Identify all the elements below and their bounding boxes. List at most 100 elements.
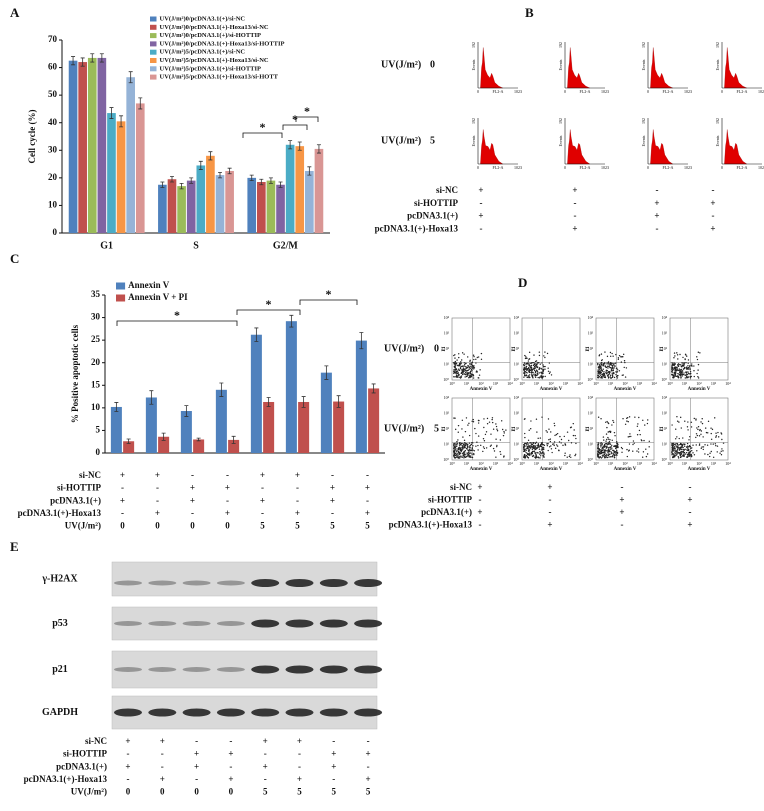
- event-dot: [625, 367, 628, 369]
- event-dot: [672, 455, 674, 458]
- event-dot: [473, 453, 475, 456]
- event-dot: [495, 456, 497, 458]
- condition-mark: +: [297, 774, 302, 784]
- event-dot: [645, 455, 648, 458]
- event-dot: [677, 447, 679, 449]
- condition-mark: +: [225, 508, 230, 518]
- event-dot: [461, 456, 463, 458]
- event-dot: [611, 439, 613, 441]
- error-bar: [90, 53, 95, 63]
- condition-mark: -: [479, 495, 482, 505]
- plot-x-tick: 10²: [696, 461, 702, 466]
- plot-y-tick: 10⁴: [514, 395, 520, 400]
- event-dot: [618, 354, 621, 357]
- event-dot: [499, 451, 501, 453]
- plot-y-tick: 10⁰: [443, 457, 449, 462]
- event-dot: [530, 362, 533, 364]
- event-dot: [546, 445, 549, 447]
- event-dot: [617, 358, 620, 361]
- event-dot: [532, 371, 534, 374]
- event-dot: [676, 415, 678, 418]
- blot-band: [114, 580, 142, 586]
- event-dot: [678, 437, 680, 440]
- event-dot: [677, 457, 680, 459]
- event-dot: [524, 442, 526, 445]
- event-dot: [550, 374, 553, 376]
- event-dot: [457, 365, 460, 367]
- event-dot: [540, 445, 543, 448]
- condition-mark: +: [190, 483, 195, 493]
- event-dot: [554, 434, 556, 437]
- event-dot: [558, 441, 561, 443]
- event-dot: [541, 362, 543, 364]
- event-dot: [680, 455, 682, 458]
- event-dot: [609, 371, 611, 373]
- event-dot: [536, 366, 539, 368]
- condition-mark: 0: [194, 786, 199, 796]
- event-dot: [673, 368, 675, 370]
- event-dot: [473, 450, 476, 452]
- event-dot: [526, 442, 528, 444]
- event-dot: [628, 435, 631, 438]
- condition-mark: -: [689, 482, 692, 492]
- condition-mark: -: [127, 749, 130, 759]
- event-dot: [540, 452, 542, 454]
- event-dot: [490, 444, 492, 446]
- event-dot: [680, 427, 682, 429]
- condition-mark: -: [689, 507, 692, 517]
- event-dot: [471, 361, 474, 363]
- plot-x-tick: 10⁴: [507, 461, 513, 466]
- event-dot: [463, 365, 465, 367]
- bracket: [299, 299, 358, 305]
- plot-x-label: Annexin V: [614, 387, 637, 392]
- plot-y-label: PI: [442, 426, 447, 431]
- event-dot: [612, 454, 614, 457]
- event-dot: [491, 421, 494, 424]
- error-bar: [316, 144, 321, 154]
- event-dot: [456, 359, 458, 361]
- event-dot: [528, 369, 531, 372]
- event-dot: [606, 426, 608, 429]
- plot-x-min: 0: [721, 165, 723, 170]
- event-dot: [612, 369, 615, 372]
- plot-x-max: 1023: [684, 165, 692, 170]
- condition-label: si-NC: [436, 185, 458, 195]
- event-dot: [567, 439, 570, 442]
- error-bar: [198, 160, 203, 170]
- event-dot: [538, 377, 541, 379]
- condition-mark: +: [263, 736, 268, 746]
- plot-x-label: FL2-A: [580, 89, 591, 94]
- y-tick-label: 0: [53, 227, 58, 237]
- event-dot: [470, 370, 472, 373]
- event-dot: [601, 377, 603, 379]
- event-dot: [606, 455, 608, 457]
- event-dot: [714, 417, 716, 419]
- event-dot: [476, 371, 479, 373]
- event-dot: [673, 454, 676, 456]
- event-dot: [553, 424, 556, 427]
- event-dot: [690, 447, 692, 449]
- event-dot: [460, 372, 462, 374]
- condition-mark: 0: [225, 520, 230, 530]
- event-dot: [474, 427, 476, 430]
- event-dot: [626, 417, 628, 420]
- event-dot: [496, 444, 498, 447]
- event-dot: [528, 449, 530, 452]
- event-dot: [620, 361, 623, 363]
- event-dot: [598, 451, 601, 454]
- event-dot: [458, 369, 460, 372]
- condition-label: si-HOTTIP: [428, 495, 473, 505]
- event-dot: [641, 456, 644, 458]
- event-dot: [566, 456, 568, 458]
- event-dot: [542, 364, 544, 366]
- event-dot: [531, 452, 533, 454]
- bar: [116, 121, 126, 233]
- event-dot: [686, 367, 689, 369]
- event-dot: [490, 433, 492, 435]
- event-dot: [687, 371, 689, 373]
- plot-frame: [451, 397, 511, 461]
- plot-y-max: 192: [558, 42, 563, 48]
- condition-label: si-NC: [85, 736, 107, 746]
- plot-x-tick: 10⁴: [507, 381, 513, 386]
- event-dot: [683, 362, 685, 364]
